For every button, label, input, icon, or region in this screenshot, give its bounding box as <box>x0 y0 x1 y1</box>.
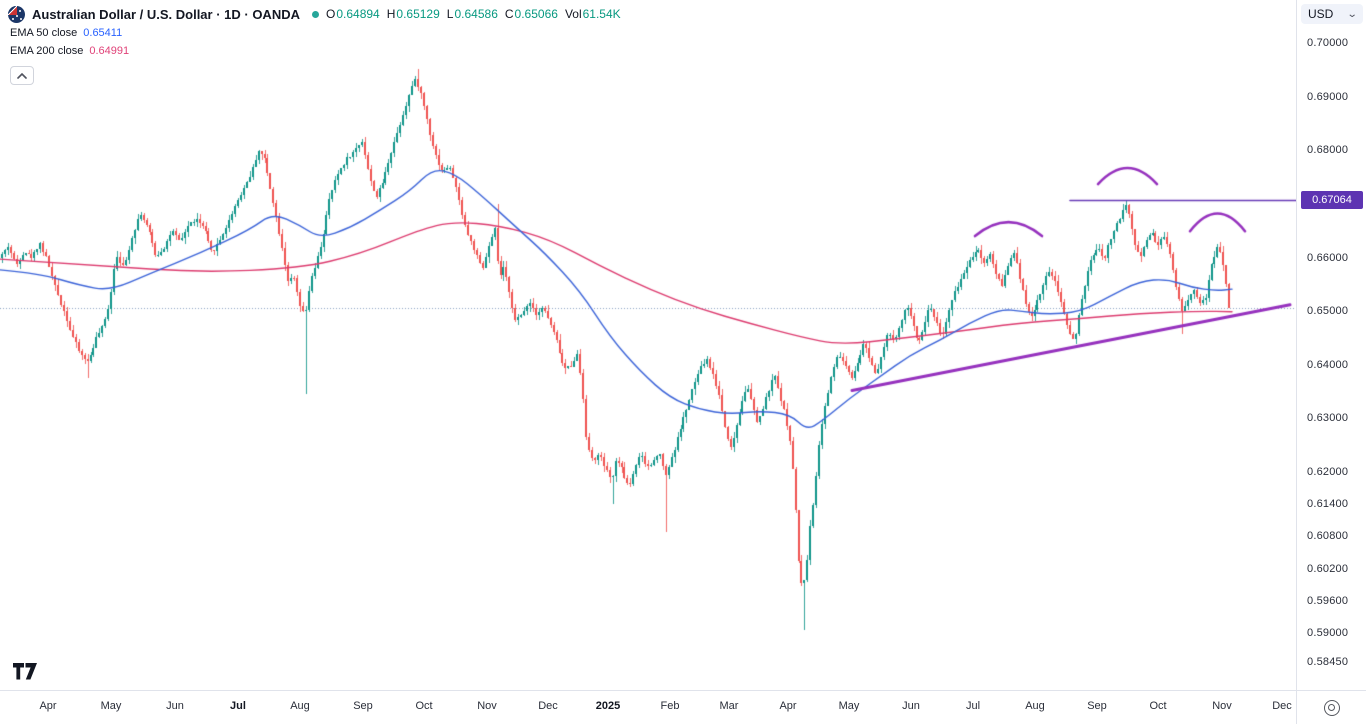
time-axis-label: May <box>100 700 122 712</box>
volume-value: Vol61.54K <box>564 7 621 21</box>
price-axis-label: 0.62000 <box>1307 466 1349 479</box>
close-value: C0.65066 <box>504 7 558 21</box>
time-axis-label: Sep <box>353 700 373 712</box>
price-axis[interactable]: USD ⌄ 0.70000 0.69000 0.68000 0.66000 0.6500… <box>1296 0 1366 690</box>
price-axis-label: 0.60200 <box>1307 562 1349 575</box>
price-axis-label: 0.65000 <box>1307 305 1349 318</box>
time-axis-label: Aug <box>290 700 310 712</box>
time-axis[interactable]: Apr May Jun Jul Aug Sep Oct Nov Dec 2025 Feb Mar Apr… <box>0 690 1296 724</box>
high-value: H0.65129 <box>386 7 440 21</box>
settings-gear-icon[interactable] <box>1323 699 1340 716</box>
chevron-up-icon <box>17 72 27 79</box>
chart-plot-area[interactable] <box>0 0 1296 690</box>
price-axis-label: 0.68000 <box>1307 144 1349 157</box>
time-axis-label: Feb <box>660 700 680 712</box>
tradingview-logo[interactable] <box>13 663 37 685</box>
price-axis-label: 0.70000 <box>1307 37 1349 49</box>
time-axis-label: Dec <box>1272 700 1292 712</box>
market-status-dot[interactable] <box>312 10 319 18</box>
time-axis-label: Aug <box>1025 700 1045 712</box>
currency-label: USD <box>1308 7 1334 21</box>
price-axis-label: 0.69000 <box>1307 90 1349 103</box>
time-axis-label: Dec <box>538 700 558 712</box>
price-axis-label: 0.59600 <box>1307 594 1349 607</box>
ohlc-values: O0.64894 H0.65129 L0.64586 C0.65066 Vol6… <box>326 7 621 21</box>
time-axis-label: Apr <box>39 700 57 712</box>
time-axis-label: Nov <box>1212 700 1232 712</box>
tradingview-logo-icon <box>13 663 37 680</box>
chevron-down-icon: ⌄ <box>1346 8 1358 20</box>
audusd-pair-flag-icon <box>8 5 25 23</box>
ema50-legend-row[interactable]: EMA 50 close 0.65411 <box>10 24 621 42</box>
price-axis-label: 0.63000 <box>1307 412 1349 425</box>
time-axis-label: Jun <box>902 700 920 712</box>
collapse-indicators-button[interactable] <box>10 66 34 85</box>
ema200-label: EMA 200 close <box>10 45 84 57</box>
time-axis-label: Nov <box>477 700 497 712</box>
ema200-value: 0.64991 <box>89 45 130 57</box>
open-value: O0.64894 <box>326 7 380 21</box>
price-axis-label: 0.66000 <box>1307 251 1349 264</box>
symbol-legend-row[interactable]: Australian Dollar / U.S. Dollar · 1D · O… <box>8 4 621 24</box>
time-axis-label: Jun <box>166 700 184 712</box>
price-axis-label: 0.64000 <box>1307 358 1349 371</box>
time-axis-label: Mar <box>719 700 739 712</box>
time-axis-label: Sep <box>1087 700 1107 712</box>
axis-corner-cell <box>1296 690 1366 724</box>
symbol-title[interactable]: Australian Dollar / U.S. Dollar · 1D · O… <box>32 6 300 22</box>
currency-selector[interactable]: USD ⌄ <box>1301 4 1363 24</box>
price-axis-label: 0.58450 <box>1307 656 1349 669</box>
hline-price-badge: 0.67064 <box>1301 191 1363 210</box>
ema200-legend-row[interactable]: EMA 200 close 0.64991 <box>10 42 621 60</box>
price-axis-label: 0.61400 <box>1307 498 1349 511</box>
time-axis-label: 2025 <box>595 700 621 712</box>
ema50-label: EMA 50 close <box>10 27 78 39</box>
time-axis-label: Oct <box>1149 700 1167 712</box>
low-value: L0.64586 <box>446 7 498 21</box>
ema50-value: 0.65411 <box>83 27 123 39</box>
time-axis-label: Apr <box>779 700 797 712</box>
time-axis-label: Jul <box>230 700 246 712</box>
chart-legend: Australian Dollar / U.S. Dollar · 1D · O… <box>8 4 621 85</box>
price-axis-label: 0.60800 <box>1307 530 1349 543</box>
time-axis-label: Jul <box>965 700 981 712</box>
time-axis-label: May <box>838 700 860 712</box>
time-axis-label: Oct <box>415 700 433 712</box>
price-axis-label: 0.59000 <box>1307 626 1349 639</box>
price-chart-canvas[interactable] <box>0 0 1296 690</box>
